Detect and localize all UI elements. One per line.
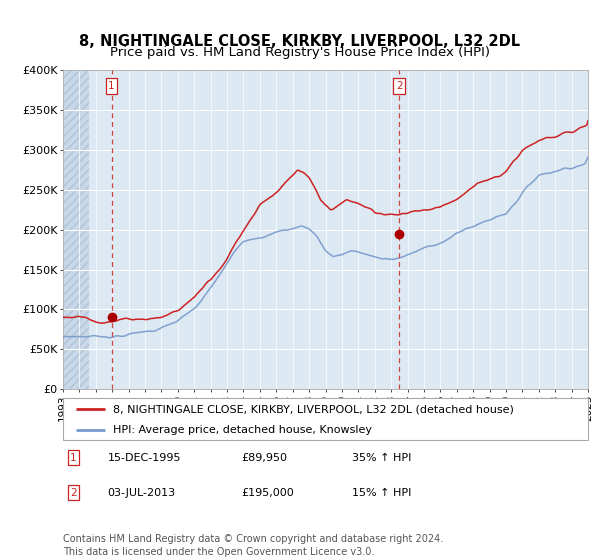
FancyBboxPatch shape (63, 398, 588, 440)
Text: 8, NIGHTINGALE CLOSE, KIRKBY, LIVERPOOL, L32 2DL (detached house): 8, NIGHTINGALE CLOSE, KIRKBY, LIVERPOOL,… (113, 404, 514, 414)
Text: 15% ↑ HPI: 15% ↑ HPI (352, 488, 411, 498)
Text: 15-DEC-1995: 15-DEC-1995 (107, 453, 181, 463)
Bar (63, 70, 89, 389)
Text: 03-JUL-2013: 03-JUL-2013 (107, 488, 176, 498)
Text: 8, NIGHTINGALE CLOSE, KIRKBY, LIVERPOOL, L32 2DL: 8, NIGHTINGALE CLOSE, KIRKBY, LIVERPOOL,… (79, 34, 521, 49)
Text: £195,000: £195,000 (241, 488, 294, 498)
Text: 1: 1 (108, 81, 115, 91)
Text: Contains HM Land Registry data © Crown copyright and database right 2024.
This d: Contains HM Land Registry data © Crown c… (63, 534, 443, 557)
Text: 2: 2 (70, 488, 77, 498)
Text: 1: 1 (70, 453, 77, 463)
Text: 35% ↑ HPI: 35% ↑ HPI (352, 453, 411, 463)
Text: Price paid vs. HM Land Registry's House Price Index (HPI): Price paid vs. HM Land Registry's House … (110, 46, 490, 59)
Text: 2: 2 (396, 81, 403, 91)
Text: £89,950: £89,950 (241, 453, 287, 463)
Text: HPI: Average price, detached house, Knowsley: HPI: Average price, detached house, Know… (113, 426, 372, 435)
